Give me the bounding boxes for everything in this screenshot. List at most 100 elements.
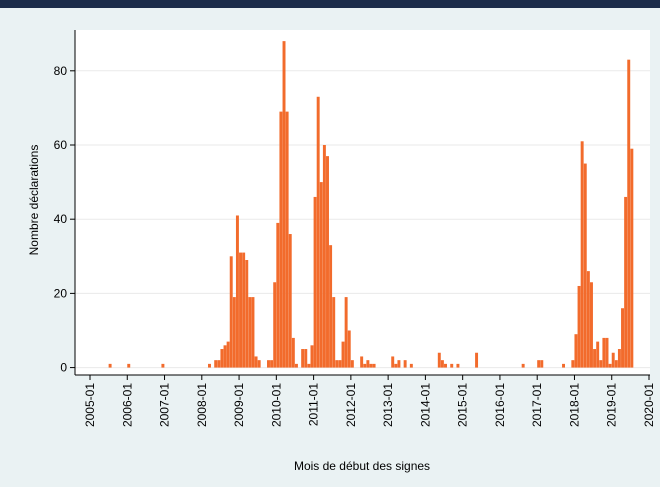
- bar: [161, 363, 165, 368]
- bar: [291, 337, 295, 368]
- y-tick-label: 60: [54, 138, 68, 152]
- bar: [127, 363, 131, 368]
- bar: [369, 363, 373, 368]
- x-axis-label: Mois de début des signes: [294, 459, 430, 473]
- bar: [245, 260, 249, 368]
- bar: [540, 360, 544, 368]
- bar: [602, 337, 606, 368]
- y-tick-label: 0: [60, 361, 67, 375]
- bar: [444, 363, 447, 368]
- x-tick-label: 2016-01: [493, 383, 507, 427]
- bar: [319, 182, 323, 368]
- top-band: [0, 0, 660, 8]
- bar: [403, 360, 407, 368]
- x-tick-label: 2006-01: [120, 383, 134, 427]
- bar: [251, 297, 255, 368]
- bar: [440, 360, 444, 368]
- bar: [304, 349, 308, 368]
- bar: [624, 196, 628, 368]
- bar: [239, 252, 243, 368]
- y-axis-label: Nombre déclarations: [27, 145, 41, 256]
- bar: [360, 356, 364, 368]
- x-tick-label: 2018-01: [567, 383, 581, 427]
- bar: [627, 59, 631, 368]
- bar: [574, 334, 578, 368]
- y-tick-label: 40: [54, 212, 68, 226]
- bar: [586, 271, 590, 368]
- bar: [577, 285, 581, 368]
- bar: [599, 360, 603, 368]
- y-tick-label: 80: [54, 64, 68, 78]
- bar: [310, 345, 314, 368]
- bar: [437, 352, 441, 368]
- x-tick-label: 2014-01: [418, 383, 432, 427]
- bar: [229, 256, 233, 368]
- x-tick-label: 2009-01: [232, 383, 246, 427]
- x-tick-label: 2012-01: [344, 383, 358, 427]
- bar: [217, 360, 221, 368]
- bar: [294, 363, 298, 368]
- bar: [208, 363, 211, 368]
- bar: [347, 330, 351, 368]
- bar: [285, 111, 289, 368]
- bar: [593, 349, 597, 368]
- x-tick-label: 2015-01: [456, 383, 470, 427]
- x-tick-label: 2010-01: [269, 383, 283, 427]
- bar: [220, 349, 224, 368]
- bar: [562, 363, 565, 368]
- bar: [288, 234, 292, 368]
- x-tick-label: 2007-01: [158, 383, 172, 427]
- x-tick-label: 2005-01: [83, 383, 97, 427]
- bar: [617, 349, 621, 368]
- x-tick-label: 2013-01: [381, 383, 395, 427]
- bar: [335, 360, 339, 368]
- y-tick-label: 20: [54, 286, 68, 300]
- bar: [108, 363, 112, 368]
- bar: [273, 282, 277, 368]
- bar: [363, 363, 367, 368]
- bar: [279, 111, 283, 368]
- bar: [254, 356, 258, 368]
- bar: [537, 360, 541, 368]
- bar: [270, 360, 274, 368]
- bar: [214, 360, 218, 368]
- bar: [372, 363, 376, 368]
- bar: [450, 363, 454, 368]
- bar: [580, 141, 584, 368]
- bar: [307, 363, 311, 368]
- bar: [235, 215, 239, 368]
- x-tick-label: 2008-01: [195, 383, 209, 427]
- bar: [608, 363, 612, 368]
- bar: [248, 297, 252, 368]
- x-tick-label: 2020-01: [642, 383, 656, 427]
- bar: [344, 297, 348, 368]
- bar: [391, 356, 395, 368]
- bar: [350, 360, 354, 368]
- bar: [589, 282, 593, 368]
- x-tick-label: 2017-01: [530, 383, 544, 427]
- bar: [409, 363, 413, 368]
- bar: [338, 360, 342, 368]
- bar: [232, 297, 236, 368]
- bar: [596, 341, 600, 368]
- bar: [521, 363, 525, 368]
- x-tick-label: 2011-01: [307, 383, 321, 426]
- bar: [332, 297, 336, 368]
- bar: [257, 360, 261, 368]
- bar: [397, 360, 401, 368]
- x-tick-label: 2019-01: [605, 383, 619, 427]
- bar: [276, 222, 280, 368]
- bar: [341, 341, 345, 368]
- bar: [394, 363, 398, 368]
- bar: [605, 337, 609, 368]
- bar: [475, 352, 479, 368]
- bar: [621, 308, 625, 368]
- bar: [366, 360, 370, 368]
- bar: [630, 148, 634, 368]
- bar: [322, 145, 326, 368]
- bar: [226, 341, 230, 368]
- bar: [611, 352, 615, 368]
- bar: [583, 163, 587, 368]
- bar: [329, 245, 333, 368]
